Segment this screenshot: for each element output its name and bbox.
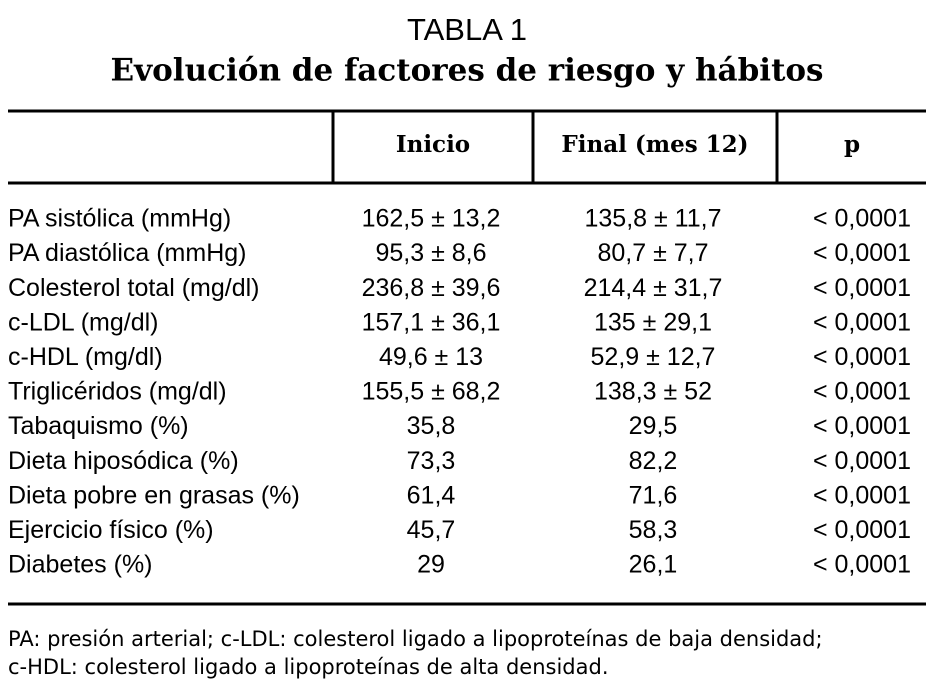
- row-label: c-HDL (mg/dl): [8, 343, 163, 371]
- row-label: Dieta hiposódica (%): [8, 447, 239, 475]
- cell: 157,1 ± 36,1: [362, 308, 501, 336]
- cell: 80,7 ± 7,7: [597, 239, 708, 267]
- cell: < 0,0001: [813, 205, 911, 233]
- cell: 71,6: [629, 481, 678, 509]
- row-label: Triglicéridos (mg/dl): [8, 378, 227, 406]
- row-label: Diabetes (%): [8, 551, 153, 579]
- row-label: c-LDL (mg/dl): [8, 308, 159, 336]
- cell: 29: [417, 551, 445, 579]
- column-header: Inicio: [396, 131, 470, 158]
- cell: < 0,0001: [813, 308, 911, 336]
- column-header: p: [844, 131, 860, 158]
- row-label: Colesterol total (mg/dl): [8, 274, 259, 302]
- cell: 138,3 ± 52: [594, 378, 712, 406]
- cell: 35,8: [407, 412, 456, 440]
- cell: < 0,0001: [813, 412, 911, 440]
- row-label: PA sistólica (mmHg): [8, 205, 231, 233]
- cell: 26,1: [629, 551, 678, 579]
- row-label: Ejercicio físico (%): [8, 516, 214, 544]
- cell: < 0,0001: [813, 447, 911, 475]
- cell: 49,6 ± 13: [379, 343, 483, 371]
- cell: 52,9 ± 12,7: [591, 343, 716, 371]
- row-label: PA diastólica (mmHg): [8, 239, 247, 267]
- row-label: Tabaquismo (%): [8, 412, 189, 440]
- table-subtitle: Evolución de factores de riesgo y hábito…: [110, 53, 823, 89]
- table-title: TABLA 1: [407, 12, 527, 47]
- cell: 135 ± 29,1: [594, 308, 712, 336]
- cell: < 0,0001: [813, 481, 911, 509]
- cell: < 0,0001: [813, 239, 911, 267]
- column-header: Final (mes 12): [561, 131, 748, 158]
- cell: 29,5: [629, 412, 678, 440]
- cell: 214,4 ± 31,7: [584, 274, 723, 302]
- cell: 162,5 ± 13,2: [362, 205, 501, 233]
- cell: 236,8 ± 39,6: [362, 274, 501, 302]
- cell: 58,3: [629, 516, 678, 544]
- cell: 135,8 ± 11,7: [585, 205, 722, 233]
- cell: 155,5 ± 68,2: [362, 378, 501, 406]
- footnote: c-HDL: colesterol ligado a lipoproteínas…: [8, 655, 609, 679]
- cell: < 0,0001: [813, 343, 911, 371]
- cell: < 0,0001: [813, 551, 911, 579]
- cell: 73,3: [407, 447, 456, 475]
- cell: < 0,0001: [813, 274, 911, 302]
- footnote: PA: presión arterial; c-LDL: colesterol …: [8, 627, 823, 651]
- cell: 45,7: [407, 516, 456, 544]
- cell: 95,3 ± 8,6: [375, 239, 486, 267]
- cell: 61,4: [407, 481, 456, 509]
- row-label: Dieta pobre en grasas (%): [8, 481, 300, 509]
- cell: 82,2: [629, 447, 678, 475]
- cell: < 0,0001: [813, 516, 911, 544]
- cell: < 0,0001: [813, 378, 911, 406]
